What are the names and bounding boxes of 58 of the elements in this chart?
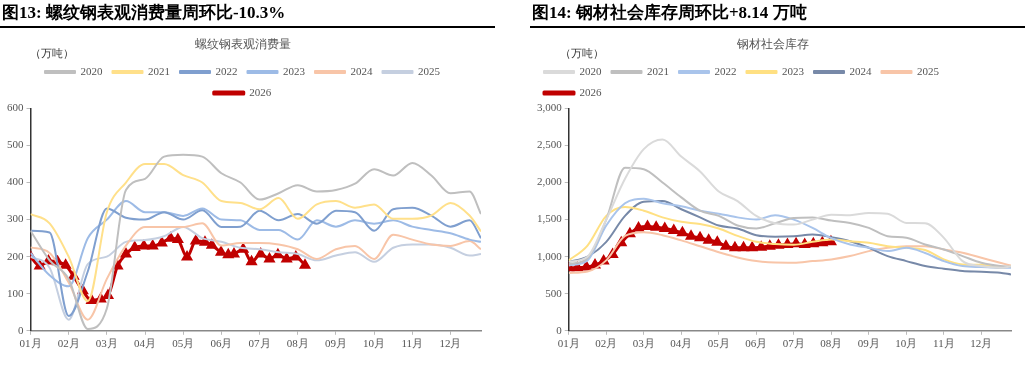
legend-label: 2025 [418, 64, 441, 77]
x-tick-label: 09月 [324, 337, 347, 350]
y-axis-title: （万吨） [30, 46, 74, 61]
legend-label: 2026 [579, 85, 602, 98]
x-tick-label: 08月 [286, 337, 309, 350]
legend-label: 2021 [647, 64, 669, 77]
legend-label: 2022 [215, 64, 238, 77]
legend-label: 2025 [917, 64, 940, 77]
legend-label: 2020 [80, 64, 103, 77]
y-tick-label: 200 [7, 249, 24, 262]
x-tick-label: 01月 [19, 337, 42, 350]
x-tick-label: 12月 [439, 337, 462, 350]
x-tick-label: 08月 [820, 337, 843, 350]
y-tick-label: 0 [18, 323, 24, 336]
x-tick-label: 07月 [782, 337, 805, 350]
legend-label: 2024 [849, 64, 872, 77]
y-tick-label: 300 [7, 212, 24, 225]
y-tick-label: 500 [545, 286, 563, 299]
y-tick-label: 3,000 [537, 101, 563, 114]
x-tick-label: 09月 [857, 337, 880, 350]
chart-subtitle: 螺纹钢表观消费量 [194, 37, 291, 52]
legend-label: 2021 [148, 64, 170, 77]
legend-label: 2024 [350, 64, 373, 77]
x-tick-label: 12月 [970, 337, 993, 350]
y-tick-label: 100 [7, 286, 24, 299]
x-tick-label: 11月 [933, 337, 955, 350]
legend-label: 2023 [782, 64, 805, 77]
y-tick-label: 500 [7, 138, 24, 151]
legend-label: 2026 [249, 85, 272, 98]
x-tick-label: 10月 [895, 337, 918, 350]
x-tick-label: 02月 [595, 337, 618, 350]
x-tick-label: 03月 [632, 337, 655, 350]
y-tick-label: 2,500 [537, 138, 563, 151]
y-tick-label: 0 [556, 323, 563, 336]
x-tick-label: 02月 [57, 337, 80, 350]
y-tick-label: 400 [7, 175, 24, 188]
y-tick-label: 600 [7, 101, 24, 114]
x-tick-label: 04月 [670, 337, 693, 350]
legend-label: 2022 [714, 64, 737, 77]
y-axis-title: （万吨） [560, 46, 604, 61]
x-tick-label: 05月 [707, 337, 730, 350]
y-tick-label: 1,500 [537, 212, 563, 225]
x-tick-label: 01月 [557, 337, 580, 350]
chart-subtitle: 钢材社会库存 [735, 37, 809, 52]
x-tick-label: 07月 [248, 337, 271, 350]
chart-title: 图14: 钢材社会库存周环比+8.14 万吨 [530, 0, 1025, 28]
x-tick-label: 10月 [363, 337, 386, 350]
x-tick-label: 05月 [172, 337, 195, 350]
legend-label: 2020 [579, 64, 602, 77]
x-tick-label: 06月 [745, 337, 768, 350]
chart-title: 图13: 螺纹钢表观消费量周环比-10.3% [0, 0, 495, 28]
x-tick-label: 11月 [401, 337, 424, 350]
legend-label: 2023 [283, 64, 306, 77]
y-tick-label: 2,000 [537, 175, 563, 188]
y-tick-label: 1,000 [537, 249, 563, 262]
x-tick-label: 03月 [95, 337, 118, 350]
x-tick-label: 04月 [134, 337, 157, 350]
x-tick-label: 06月 [210, 337, 233, 350]
